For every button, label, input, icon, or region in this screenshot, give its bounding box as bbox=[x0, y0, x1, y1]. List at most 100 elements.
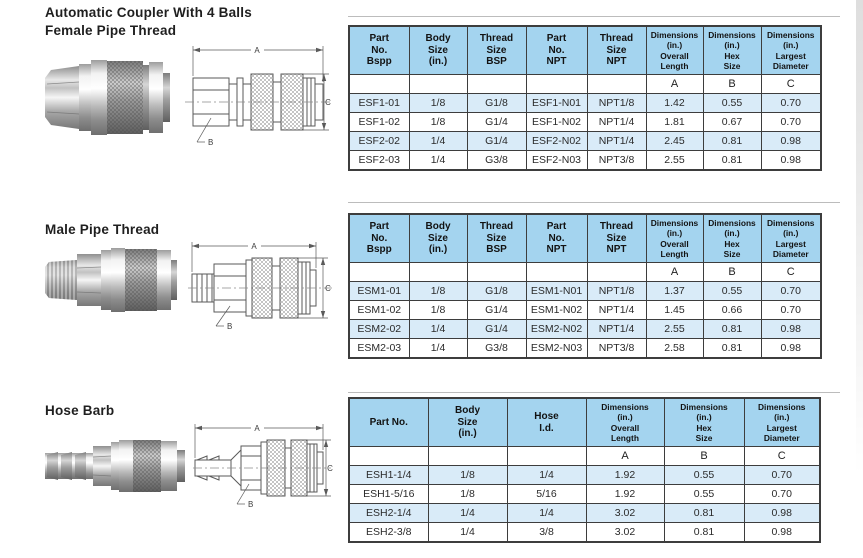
male-coupler-photo bbox=[45, 248, 177, 312]
table-cell: G1/4 bbox=[466, 300, 527, 320]
table-cell: G3/8 bbox=[466, 338, 527, 359]
column-header: Body Size (in.) bbox=[427, 397, 508, 447]
column-header: Dimensions (in.) Largest Diameter bbox=[743, 397, 821, 447]
table-row: ESH1-5/16 1/8 5/16 1.92 0.55 0.70 bbox=[348, 484, 821, 504]
dimension-key-cell bbox=[466, 74, 527, 94]
table-cell: ESH1-1/4 bbox=[348, 465, 429, 485]
column-header: Hose I.d. bbox=[506, 397, 587, 447]
column-header: Part No. NPT bbox=[525, 25, 588, 75]
dimension-key-cell: A bbox=[585, 446, 665, 466]
table-row: ESF2-03 1/4 G3/8 ESF2-N03 NPT3/8 2.55 0.81 0.98 bbox=[348, 150, 822, 171]
table-cell: 1.45 bbox=[645, 300, 704, 320]
table-cell: 0.70 bbox=[743, 465, 821, 485]
table-cell: 0.55 bbox=[663, 484, 745, 504]
table-cell: 0.70 bbox=[760, 281, 822, 301]
table-cell: 0.98 bbox=[760, 319, 822, 339]
table-cell: G3/8 bbox=[466, 150, 527, 171]
table-cell: 1.92 bbox=[585, 465, 665, 485]
dimension-key-cell bbox=[586, 262, 647, 282]
table-cell: 1/8 bbox=[408, 281, 468, 301]
table-cell: 0.98 bbox=[760, 338, 822, 359]
divider-rule bbox=[348, 202, 840, 203]
table-cell: NPT1/4 bbox=[586, 112, 647, 132]
dimension-key-cell bbox=[586, 74, 647, 94]
table-row: ESM2-02 1/4 G1/4 ESM2-N02 NPT1/4 2.55 0.81 0.98 bbox=[348, 319, 822, 339]
table-cell: 0.55 bbox=[702, 281, 762, 301]
dimension-key-cell bbox=[466, 262, 527, 282]
section-title-female: Female Pipe Thread bbox=[45, 23, 177, 38]
dimension-key-cell bbox=[348, 74, 410, 94]
column-header: Thread Size NPT bbox=[586, 213, 647, 263]
table-cell: 1/4 bbox=[506, 465, 587, 485]
table-cell: ESH2-1/4 bbox=[348, 503, 429, 523]
table-row: ESM2-03 1/4 G3/8 ESM2-N03 NPT3/8 2.58 0.81 0.98 bbox=[348, 338, 822, 359]
table-cell: ESM2-N03 bbox=[525, 338, 588, 359]
table-cell: G1/4 bbox=[466, 112, 527, 132]
table-cell: ESM1-N01 bbox=[525, 281, 588, 301]
table-cell: ESF2-03 bbox=[348, 150, 410, 171]
table-cell: NPT3/8 bbox=[586, 338, 647, 359]
dimension-key-cell: B bbox=[702, 74, 762, 94]
table-cell: 1.81 bbox=[645, 112, 704, 132]
table-cell: 5/16 bbox=[506, 484, 587, 504]
table-cell: ESF2-02 bbox=[348, 131, 410, 151]
table-cell: 0.81 bbox=[663, 503, 745, 523]
table-cell: 3.02 bbox=[585, 503, 665, 523]
page-title: Automatic Coupler With 4 Balls bbox=[45, 5, 252, 20]
dimension-key-cell: C bbox=[760, 262, 822, 282]
table-cell: ESM2-03 bbox=[348, 338, 410, 359]
dim-label-c: C bbox=[325, 98, 331, 107]
dimension-key-cell: B bbox=[663, 446, 745, 466]
table-cell: ESH2-3/8 bbox=[348, 522, 429, 543]
table-cell: 0.67 bbox=[702, 112, 762, 132]
column-header: Dimensions (in.) Overall Length bbox=[645, 213, 704, 263]
section-title-hose-barb: Hose Barb bbox=[45, 403, 115, 418]
table-cell: 2.55 bbox=[645, 150, 704, 171]
dim-label-a: A bbox=[254, 46, 260, 55]
table-cell: 1/8 bbox=[408, 112, 468, 132]
table-cell: NPT1/4 bbox=[586, 300, 647, 320]
table-cell: 0.98 bbox=[760, 150, 822, 171]
table-cell: 1.37 bbox=[645, 281, 704, 301]
table-cell: 1/4 bbox=[427, 522, 508, 543]
table-cell: 0.81 bbox=[663, 522, 745, 543]
table-cell: ESH1-5/16 bbox=[348, 484, 429, 504]
table-cell: 1/4 bbox=[408, 338, 468, 359]
dimension-key-cell bbox=[506, 446, 587, 466]
table-cell: ESM2-02 bbox=[348, 319, 410, 339]
dimension-key-cell: C bbox=[743, 446, 821, 466]
table-cell: NPT1/4 bbox=[586, 131, 647, 151]
dimension-key-cell bbox=[348, 262, 410, 282]
table-cell: G1/4 bbox=[466, 319, 527, 339]
table-cell: 1/8 bbox=[408, 300, 468, 320]
table-cell: 1.42 bbox=[645, 93, 704, 113]
table-row: ESF2-02 1/4 G1/4 ESF2-N02 NPT1/4 2.45 0.81 0.98 bbox=[348, 131, 822, 151]
hose-barb-coupler-photo bbox=[45, 440, 185, 492]
dimension-key-cell bbox=[408, 74, 468, 94]
table-cell: ESF2-N03 bbox=[525, 150, 588, 171]
column-header: Thread Size BSP bbox=[466, 25, 527, 75]
table-cell: 0.55 bbox=[702, 93, 762, 113]
table-row: ESH1-1/4 1/8 1/4 1.92 0.55 0.70 bbox=[348, 465, 821, 485]
dim-label-b: B bbox=[227, 322, 232, 331]
table-cell: 0.98 bbox=[760, 131, 822, 151]
table-cell: 1/4 bbox=[408, 131, 468, 151]
table-cell: 0.70 bbox=[743, 484, 821, 504]
table-cell: 3/8 bbox=[506, 522, 587, 543]
table-cell: NPT3/8 bbox=[586, 150, 647, 171]
table-cell: ESM2-N02 bbox=[525, 319, 588, 339]
table-cell: ESF1-01 bbox=[348, 93, 410, 113]
male-table-container: Part No. Bspp Body Size (in.) Thread Size BSP Par… bbox=[348, 213, 822, 359]
column-header: Dimensions (in.) Largest Diameter bbox=[760, 213, 822, 263]
table-cell: NPT1/8 bbox=[586, 93, 647, 113]
dim-label-a: A bbox=[251, 242, 257, 251]
table-cell: 1/8 bbox=[427, 484, 508, 504]
table-cell: 0.81 bbox=[702, 150, 762, 171]
table-cell: 1/4 bbox=[427, 503, 508, 523]
table-cell: 0.70 bbox=[760, 93, 822, 113]
dimension-key-cell: A bbox=[645, 262, 704, 282]
dimension-key-cell bbox=[525, 74, 588, 94]
dimension-key-cell: B bbox=[702, 262, 762, 282]
spec-table: Part No. Bspp Body Size (in.) Thread Size BSP Par… bbox=[348, 213, 822, 359]
